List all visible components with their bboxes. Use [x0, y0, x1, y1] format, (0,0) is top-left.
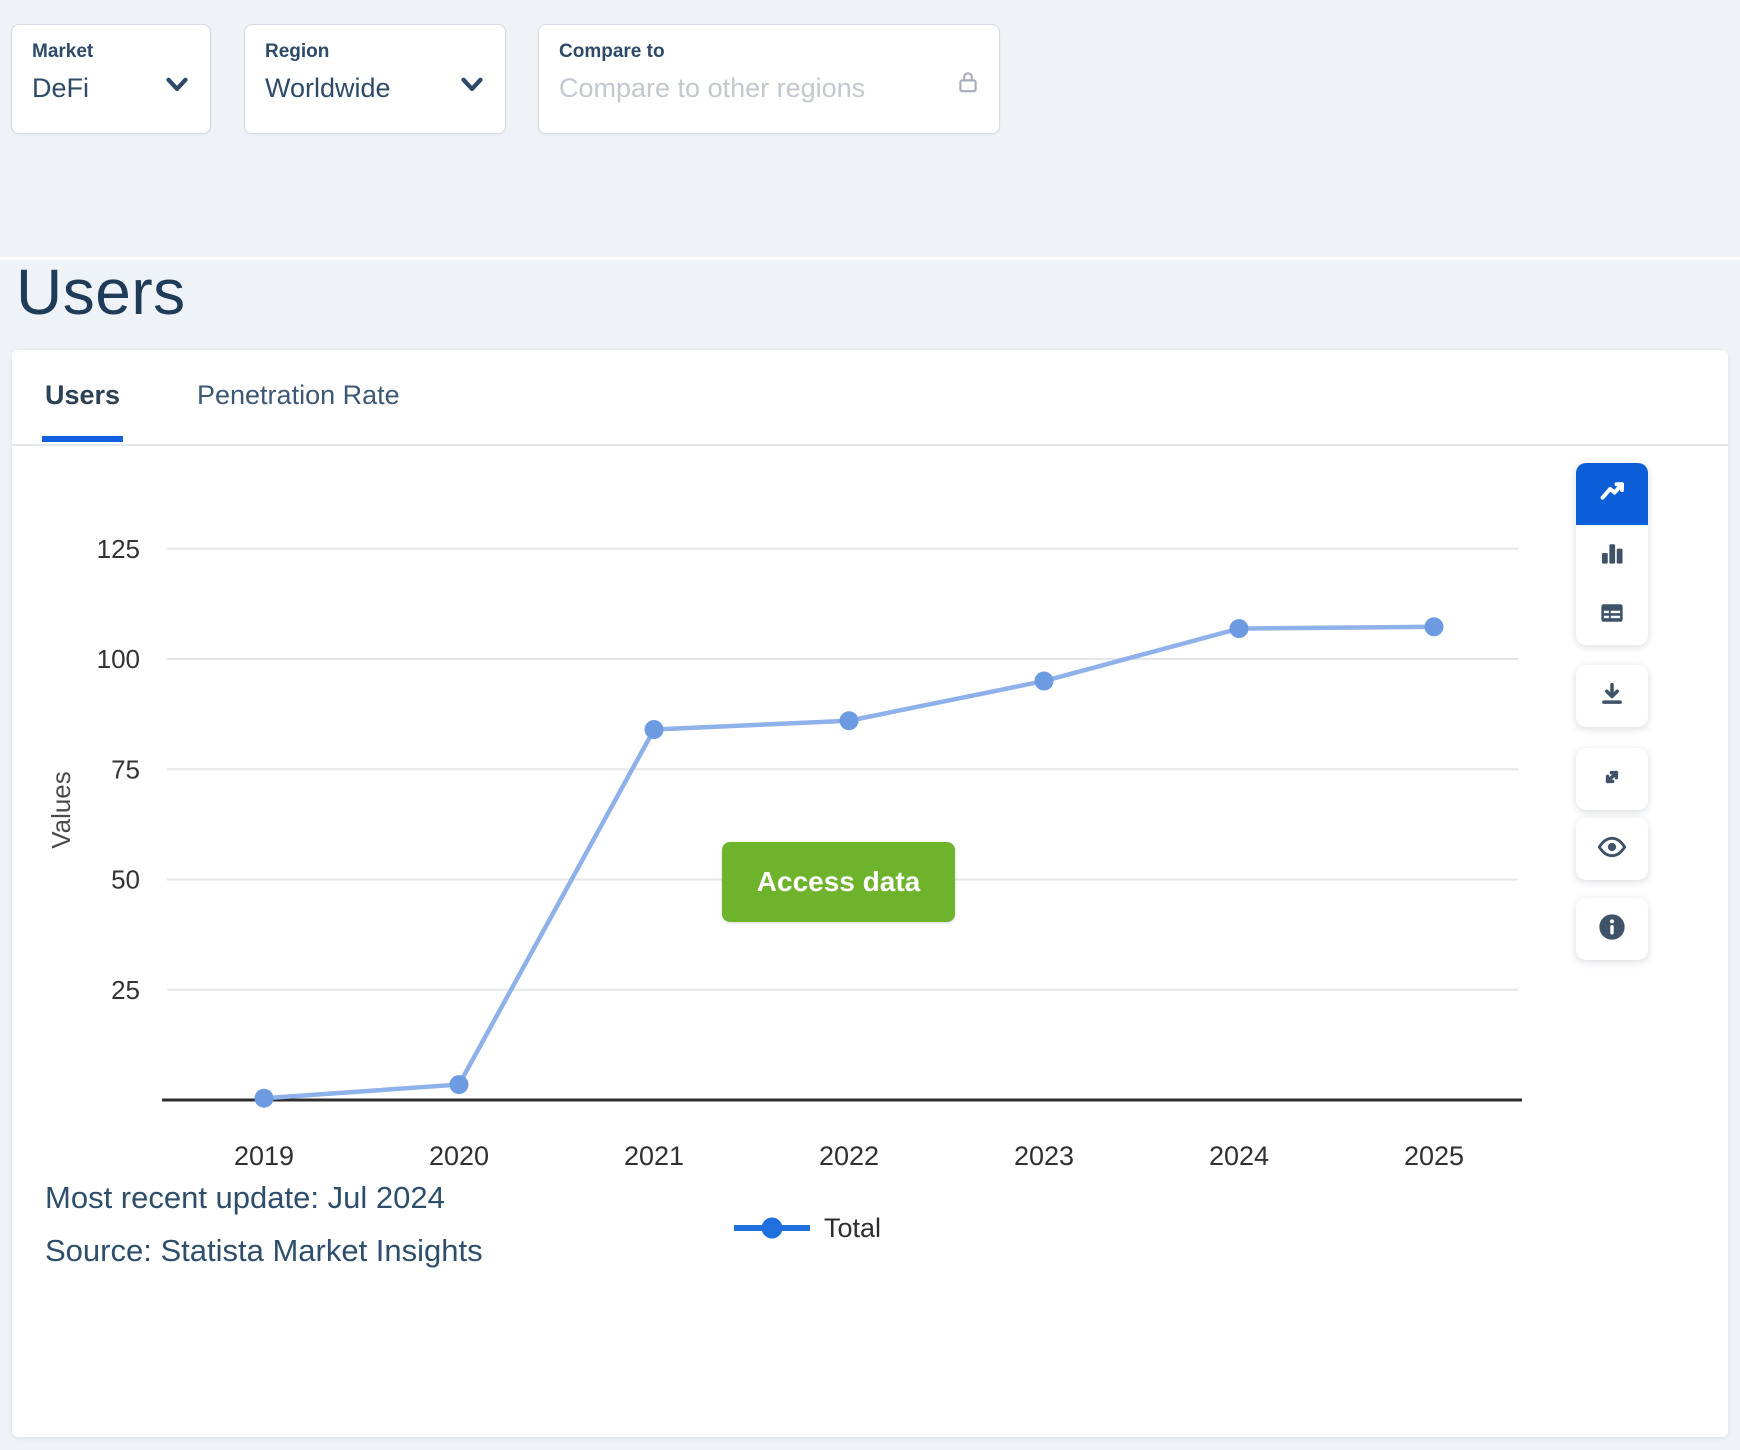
content-card: Users Penetration Rate 25 50 75 100 125 Value…: [12, 350, 1728, 1437]
x-tick-label: 2022: [819, 1141, 879, 1171]
expand-icon: [1597, 762, 1627, 797]
data-point: [839, 711, 859, 731]
compare-label: Compare to: [559, 41, 665, 62]
values-axis-label: Values: [46, 771, 76, 849]
market-value: DeFi: [32, 72, 90, 103]
info-icon: [1596, 911, 1628, 948]
footer-updated: Most recent update: Jul 2024: [45, 1180, 445, 1215]
region-label: Region: [265, 41, 330, 62]
tab-users-label: Users: [45, 380, 121, 410]
y-tick-label: 25: [111, 975, 140, 1005]
bar-chart-button[interactable]: [1576, 525, 1648, 585]
compare-placeholder: Compare to other regions: [559, 72, 866, 103]
footer-source: Source: Statista Market Insights: [45, 1233, 483, 1268]
legend-label: Total: [824, 1213, 881, 1243]
data-point: [1424, 617, 1444, 637]
chart-type-group: [1576, 463, 1648, 645]
x-tick-label: 2025: [1404, 1141, 1464, 1171]
y-tick-label: 50: [111, 865, 140, 895]
lock-icon: [955, 69, 981, 100]
y-tick-label: 125: [97, 534, 140, 564]
tab-penetration-rate[interactable]: Penetration Rate: [197, 380, 400, 411]
active-tab-underline: [42, 436, 124, 442]
tab-users[interactable]: Users: [42, 380, 124, 442]
market-dropdown[interactable]: Market DeFi: [11, 24, 211, 134]
download-button[interactable]: [1576, 665, 1648, 727]
tab-penetration-rate-label: Penetration Rate: [197, 380, 400, 410]
users-line-chart: 25 50 75 100 125 Values 2019 2020 2021 2022 2023 20…: [46, 534, 1522, 1243]
chevron-down-icon: [455, 67, 489, 106]
filter-bar: Market DeFi Region Worldwide Compare to …: [0, 0, 1740, 260]
title-section: Users: [0, 256, 1740, 350]
region-value: Worldwide: [265, 72, 391, 103]
watchlist-button[interactable]: [1576, 818, 1648, 880]
x-tick-label: 2023: [1014, 1141, 1074, 1171]
tab-bar: Users Penetration Rate: [12, 350, 1728, 446]
data-point: [1229, 619, 1249, 639]
region-dropdown[interactable]: Region Worldwide: [244, 24, 506, 134]
chevron-down-icon: [160, 67, 194, 106]
market-label: Market: [32, 41, 94, 62]
data-point: [254, 1088, 274, 1108]
line-chart-button[interactable]: [1576, 463, 1648, 525]
legend-marker-dot: [761, 1217, 783, 1239]
data-point: [1034, 671, 1054, 691]
info-button[interactable]: [1576, 898, 1648, 960]
x-tick-label: 2019: [234, 1141, 294, 1171]
table-view-button[interactable]: [1576, 585, 1648, 645]
bar-chart-icon: [1597, 538, 1627, 573]
page-title: Users: [16, 256, 186, 328]
y-tick-label: 100: [97, 644, 140, 674]
access-data-button[interactable]: Access data: [722, 842, 955, 922]
data-point: [644, 720, 664, 740]
x-tick-label: 2021: [624, 1141, 684, 1171]
download-icon: [1597, 679, 1627, 714]
x-tick-label: 2024: [1209, 1141, 1269, 1171]
x-tick-label: 2020: [429, 1141, 489, 1171]
y-tick-label: 75: [111, 754, 140, 784]
compare-input-box[interactable]: Compare to Compare to other regions: [538, 24, 1000, 134]
data-point: [449, 1075, 469, 1095]
expand-button[interactable]: [1576, 748, 1648, 810]
eye-icon: [1596, 831, 1628, 868]
trend-up-icon: [1597, 477, 1627, 512]
table-icon: [1597, 598, 1627, 633]
